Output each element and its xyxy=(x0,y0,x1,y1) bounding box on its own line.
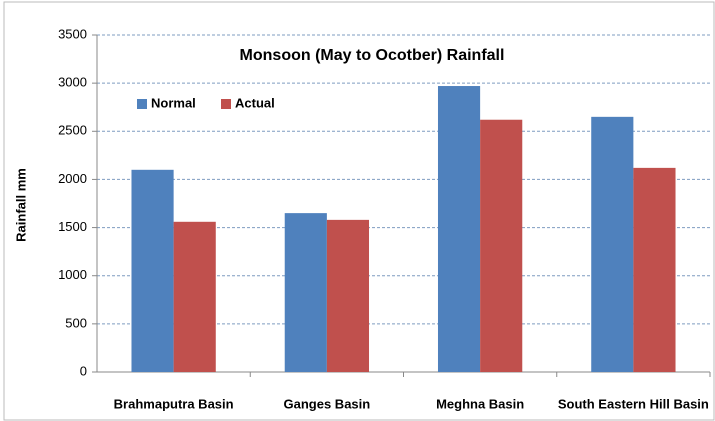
legend-label: Normal xyxy=(151,95,196,110)
y-tick-label: 0 xyxy=(80,363,87,378)
x-tick-label: Meghna Basin xyxy=(436,396,524,411)
x-tick-label: South Eastern Hill Basin xyxy=(558,396,709,411)
bar xyxy=(326,219,370,372)
bar xyxy=(131,169,174,372)
bar xyxy=(437,86,481,372)
bar xyxy=(173,221,216,372)
bar xyxy=(284,213,327,372)
legend-label: Actual xyxy=(235,95,275,110)
y-tick-label: 2000 xyxy=(58,171,87,186)
bar xyxy=(591,116,634,372)
y-tick-label: 1500 xyxy=(58,219,87,234)
x-tick-label: Brahmaputra Basin xyxy=(114,396,234,411)
y-tick-label: 1000 xyxy=(58,267,87,282)
legend-swatch xyxy=(221,99,231,109)
y-tick-label: 2500 xyxy=(58,123,87,138)
y-tick-label: 500 xyxy=(65,315,87,330)
chart-title: Monsoon (May to Ocotber) Rainfall xyxy=(240,47,505,64)
x-tick-label: Ganges Basin xyxy=(284,396,371,411)
y-axis-label: Rainfall mm xyxy=(13,168,28,242)
bar xyxy=(633,167,676,372)
y-tick-label: 3500 xyxy=(58,26,87,41)
y-tick-label: 3000 xyxy=(58,75,87,90)
legend-swatch xyxy=(137,99,147,109)
bar xyxy=(480,119,523,372)
